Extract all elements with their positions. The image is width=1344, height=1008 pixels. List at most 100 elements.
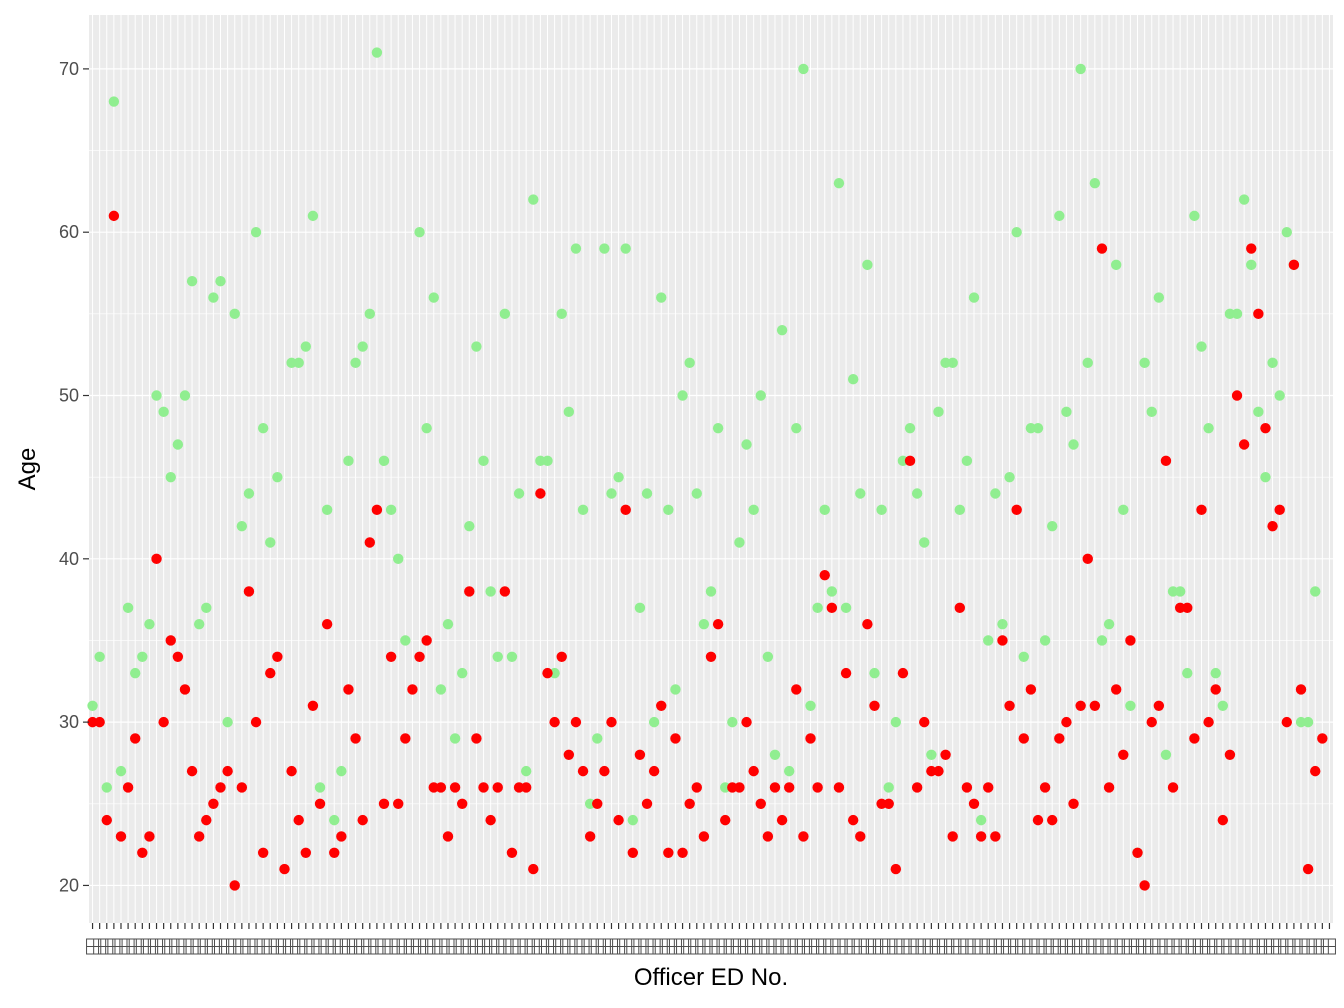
data-point [378,455,390,467]
data-point [492,782,503,793]
data-point [641,488,653,499]
data-point [734,782,745,793]
data-point [343,684,354,695]
data-point [108,210,120,222]
data-point [435,684,447,695]
data-point [513,782,525,793]
data-point [1160,749,1172,760]
data-point [1075,63,1086,75]
data-point [528,863,539,875]
data-point [961,455,973,467]
data-point [1274,504,1285,516]
data-point [357,814,368,826]
data-point [890,863,902,875]
data-point [613,471,624,483]
data-point [350,733,361,744]
data-point [592,798,603,809]
data-point [1210,684,1221,695]
data-point [179,684,191,695]
data-point [1096,635,1108,646]
data-point [1310,586,1321,597]
data-point [528,194,539,205]
data-point [400,635,411,646]
data-point [833,178,845,189]
data-point [1224,308,1236,320]
data-point [513,488,525,499]
data-point [1167,782,1179,793]
data-point [563,406,575,418]
data-point [1203,716,1214,728]
data-point [1281,716,1292,728]
y-tick-label: 60 [59,222,79,242]
data-point [577,504,589,516]
data-point [130,667,141,679]
data-point [336,765,347,777]
data-point [1032,422,1044,434]
data-point [847,373,859,385]
data-point [826,586,838,597]
data-point [1125,700,1136,711]
data-point [542,455,553,467]
data-point [485,814,496,826]
data-point [378,798,390,809]
major-gridlines-x [92,15,1330,923]
data-point [727,782,738,793]
data-point [314,798,326,809]
data-point [1039,782,1051,793]
data-point [855,831,866,842]
data-point [1039,635,1051,646]
data-point [172,439,184,450]
data-point [357,341,368,352]
data-point [926,765,937,777]
data-series [87,210,1328,891]
data-point [805,733,816,744]
data-point [670,733,681,744]
data-point [1061,406,1072,418]
data-point [1267,520,1278,532]
data-point [613,814,624,826]
data-point [115,765,127,777]
data-point [1047,520,1058,532]
data-point [94,716,105,728]
data-point [641,798,653,809]
data-point [983,782,994,793]
data-point [236,782,248,793]
data-point [783,782,795,793]
y-tick-label: 50 [59,386,79,406]
data-point [1196,341,1207,352]
data-point [748,765,759,777]
data-point [393,798,404,809]
data-point [947,831,958,842]
data-point [1004,471,1015,483]
data-point [1189,733,1200,744]
data-point [1132,847,1143,858]
data-point [1047,814,1058,826]
data-points [87,47,1328,891]
data-point [833,782,845,793]
data-point [201,602,212,614]
data-point [1110,684,1122,695]
data-point [783,765,795,777]
data-point [1246,243,1257,254]
data-point [151,553,162,565]
data-point [954,602,965,614]
data-point [997,635,1008,646]
data-point [684,357,695,369]
data-point [556,308,567,320]
data-point [897,667,909,679]
data-point [1174,586,1186,597]
data-point [506,651,518,663]
data-point [535,488,546,499]
data-point [1203,422,1214,434]
data-point [840,602,852,614]
data-point [499,586,511,597]
data-point [634,749,646,760]
data-point [677,847,688,858]
data-point [393,553,404,565]
data-point [741,716,752,728]
data-point [1196,504,1207,516]
data-point [883,798,894,809]
data-point [1238,439,1250,450]
data-point [919,716,930,728]
data-point [151,390,162,401]
